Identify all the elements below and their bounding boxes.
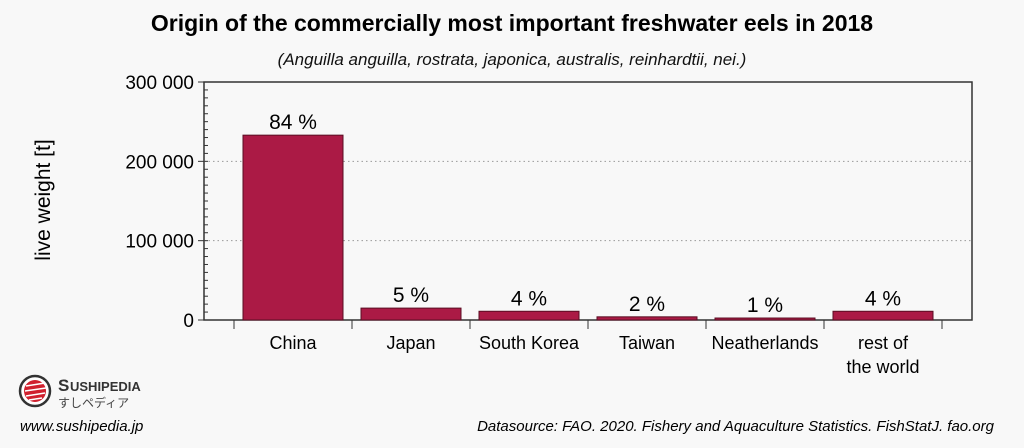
x-tick-label: Neatherlands xyxy=(711,333,818,353)
bar-taiwan xyxy=(596,316,698,321)
data-label: 5 % xyxy=(393,284,429,307)
website-link[interactable]: www.sushipedia.jp xyxy=(20,418,144,435)
x-tick-label: China xyxy=(269,333,317,353)
x-tick-label: South Korea xyxy=(479,333,580,353)
x-tick-label: rest of xyxy=(858,333,909,353)
data-label: 4 % xyxy=(865,287,901,310)
svg-text:すしペディア: すしペディア xyxy=(58,395,129,410)
x-tick-label: the world xyxy=(846,357,919,377)
bar-japan xyxy=(360,307,462,321)
chart-title: Origin of the commercially most importan… xyxy=(150,10,874,36)
bar-south-korea xyxy=(478,310,580,321)
data-label: 84 % xyxy=(269,111,317,134)
data-label: 1 % xyxy=(747,294,783,317)
y-tick-label: 100 000 xyxy=(125,232,194,253)
data-source: Datasource: FAO. 2020. Fishery and Aquac… xyxy=(477,418,994,435)
x-tick-label: Japan xyxy=(386,333,435,353)
y-tick-label: 0 xyxy=(183,311,194,332)
y-tick-label: 300 000 xyxy=(125,73,194,94)
data-label: 4 % xyxy=(511,287,547,310)
y-tick-label: 200 000 xyxy=(125,152,194,173)
bar-china xyxy=(242,134,344,321)
bar-rest-of-the-world xyxy=(832,310,934,321)
sushipedia-logo: S USHIPEDIA すしペディア xyxy=(18,374,188,415)
data-label: 2 % xyxy=(629,293,665,316)
chart-subtitle: (Anguilla anguilla, rostrata, japonica, … xyxy=(277,50,747,69)
svg-text:S: S xyxy=(58,376,69,395)
bar-chart: 0 100 000 200 000 300 000 84 % China 5 % Japan 4… xyxy=(125,73,973,377)
bar-neatherlands xyxy=(714,317,816,321)
x-tick-label: Taiwan xyxy=(619,333,675,353)
svg-text:USHIPEDIA: USHIPEDIA xyxy=(70,379,141,394)
